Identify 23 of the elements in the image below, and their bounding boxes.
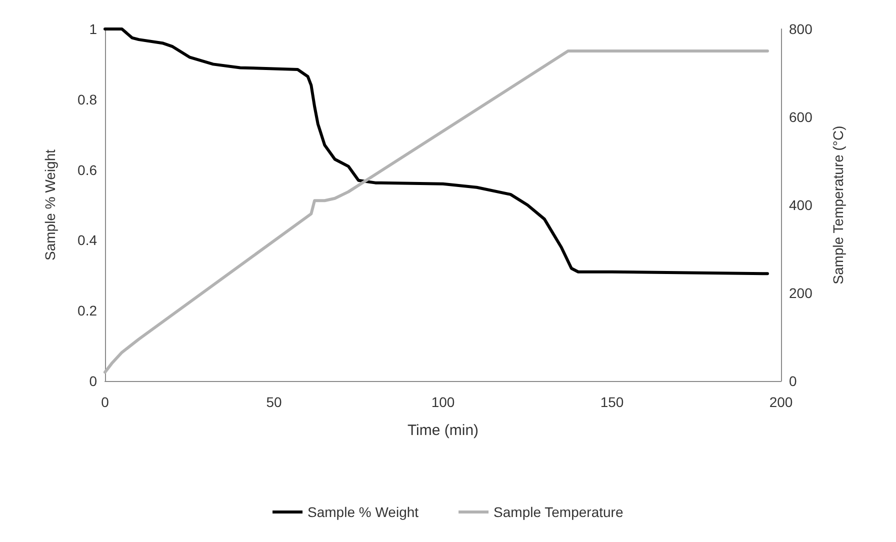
y-tick-label: 1 <box>89 21 98 37</box>
y-tick-label: 0 <box>89 373 98 389</box>
x-tick-label: 50 <box>266 394 282 410</box>
line-series <box>104 28 769 276</box>
y-tick-label: 0.4 <box>78 232 98 248</box>
y-tick-label: 0.2 <box>78 302 98 319</box>
legend-label: Sample Temperature <box>494 504 624 520</box>
y2-tick-label: 600 <box>789 109 813 125</box>
y-axis-title: Sample % Weight <box>42 149 58 261</box>
x-tick-label: 100 <box>431 394 455 410</box>
y-tick-label: 0.8 <box>78 91 98 108</box>
y2-axis-title: Sample Temperature (°C) <box>830 126 846 284</box>
y2-tick-label: 0 <box>789 373 797 389</box>
y-tick-label: 0.6 <box>78 162 98 178</box>
legend-label: Sample % Weight <box>308 504 419 520</box>
x-axis-title: Time (min) <box>407 422 479 439</box>
y2-tick-label: 200 <box>789 285 813 301</box>
x-tick-label: 150 <box>600 394 624 410</box>
line-series <box>104 50 769 374</box>
y2-tick-label: 400 <box>789 197 813 213</box>
y2-tick-label: 800 <box>789 21 813 37</box>
x-tick-label: 0 <box>101 394 110 410</box>
x-tick-label: 200 <box>769 394 793 410</box>
